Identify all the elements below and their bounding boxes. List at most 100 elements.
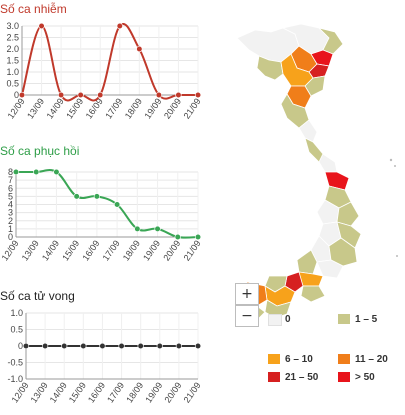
x-tick-label: 21/09	[182, 96, 203, 120]
recovered-chart-title: Số ca phục hồi	[0, 144, 80, 158]
x-tick-label: 20/09	[161, 238, 182, 262]
map-region-southeast-2[interactable]	[300, 285, 326, 303]
x-tick-label: 20/09	[162, 96, 183, 120]
y-tick-label: 2	[8, 216, 13, 226]
y-tick-label: 4	[8, 200, 13, 210]
data-point	[134, 225, 141, 232]
x-tick-label: 14/09	[40, 238, 61, 262]
data-point	[53, 168, 60, 176]
x-tick-label: 19/09	[142, 96, 163, 120]
x-tick-label: 13/09	[20, 238, 41, 262]
data-point	[118, 342, 125, 350]
y-tick-label: 1.0	[10, 308, 23, 318]
data-point	[99, 342, 106, 350]
data-point	[137, 342, 144, 350]
map-region-north-west-2[interactable]	[256, 55, 284, 81]
y-tick-label: 3	[8, 208, 13, 218]
data-point	[116, 22, 123, 30]
map-island-1	[389, 158, 393, 162]
y-tick-label: 0	[8, 232, 13, 242]
map-region-ha-tinh[interactable]	[298, 119, 318, 143]
data-point	[174, 233, 181, 241]
map-region-delta-1[interactable]	[310, 49, 334, 67]
x-tick-label: 14/09	[45, 96, 66, 120]
map-island-2	[394, 165, 396, 167]
x-tick-label: 18/09	[121, 238, 142, 262]
legend-label-4: 21 – 50	[285, 372, 319, 383]
y-tick-label: 2.0	[6, 44, 19, 54]
x-tick-label: 21/09	[182, 380, 203, 404]
x-tick-label: 17/09	[101, 238, 122, 262]
map-region-da-nang[interactable]	[324, 171, 350, 191]
x-tick-label: 15/09	[60, 238, 81, 262]
data-point	[97, 91, 104, 99]
series-line	[15, 169, 199, 239]
vietnam-map[interactable]	[225, 20, 405, 320]
x-tick-label: 21/09	[182, 238, 203, 262]
map-region-quang-ngai[interactable]	[336, 201, 360, 227]
x-tick-label: 12/09	[0, 238, 21, 262]
map-region-binh-dinh[interactable]	[336, 221, 362, 249]
data-point	[194, 342, 202, 350]
y-tick-label: -1.0	[7, 374, 23, 384]
infected-chart: 3.02.52.01.51.00.5012/0913/0914/0915/091…	[6, 21, 203, 121]
data-point	[154, 225, 161, 232]
x-tick-label: 16/09	[80, 238, 101, 262]
x-tick-label: 12/09	[6, 96, 27, 120]
legend-label-1: 1 – 5	[355, 314, 378, 325]
data-point	[77, 91, 84, 99]
x-tick-label: 12/09	[10, 380, 31, 404]
data-point	[155, 91, 162, 99]
data-point	[73, 193, 80, 200]
y-tick-label: 1	[8, 224, 13, 234]
legend-label-2: 6 – 10	[285, 354, 313, 365]
y-tick-label: 0.5	[6, 79, 19, 89]
x-tick-label: 19/09	[143, 380, 164, 404]
zoom-out-button[interactable]: −	[235, 305, 259, 327]
data-point	[114, 201, 121, 208]
deaths-chart-title: Số ca tử vong	[0, 289, 75, 303]
data-point	[156, 342, 163, 350]
data-point	[194, 91, 202, 99]
infected-chart-title: Số ca nhiễm	[0, 2, 67, 16]
map-region-quang-binh[interactable]	[304, 137, 324, 163]
y-tick-label: 8	[8, 167, 13, 177]
data-point	[33, 168, 40, 176]
y-tick-label: 7	[8, 175, 13, 185]
x-tick-label: 18/09	[124, 380, 145, 404]
zoom-in-button[interactable]: +	[235, 283, 259, 305]
legend-label-5: > 50	[355, 372, 375, 383]
legend-swatch-3	[338, 354, 350, 364]
x-tick-label: 18/09	[123, 96, 144, 120]
y-tick-label: 0	[18, 341, 23, 351]
y-tick-label: 6	[8, 183, 13, 193]
data-point	[93, 193, 100, 200]
data-point	[136, 45, 143, 53]
legend-swatch-5	[338, 372, 350, 382]
data-point	[194, 233, 202, 241]
x-tick-label: 17/09	[103, 96, 124, 120]
x-tick-label: 13/09	[29, 380, 50, 404]
y-tick-label: 0	[14, 90, 19, 100]
data-point	[61, 342, 68, 350]
x-tick-label: 13/09	[25, 96, 46, 120]
data-point	[18, 91, 26, 99]
y-tick-label: -0.5	[7, 358, 23, 368]
map-region-hue[interactable]	[318, 153, 338, 173]
deaths-chart: 1.0 0.5 0 -0.5 -1.012/0913/0914/0915/0916/09…	[7, 308, 203, 405]
legend-swatch-0	[268, 314, 282, 326]
map-island-3	[396, 255, 398, 257]
legend-label-0: 0	[285, 314, 291, 325]
y-tick-label: 5	[8, 191, 13, 201]
legend-swatch-2	[268, 354, 280, 364]
data-point	[58, 91, 65, 99]
y-tick-label: 0.5	[10, 325, 23, 335]
map-region-ninh-thuan[interactable]	[316, 259, 344, 279]
series-line	[21, 23, 198, 102]
x-tick-label: 15/09	[67, 380, 88, 404]
y-tick-label: 1.0	[6, 67, 19, 77]
x-tick-label: 14/09	[48, 380, 69, 404]
x-tick-label: 19/09	[141, 238, 162, 262]
data-point	[42, 342, 49, 350]
